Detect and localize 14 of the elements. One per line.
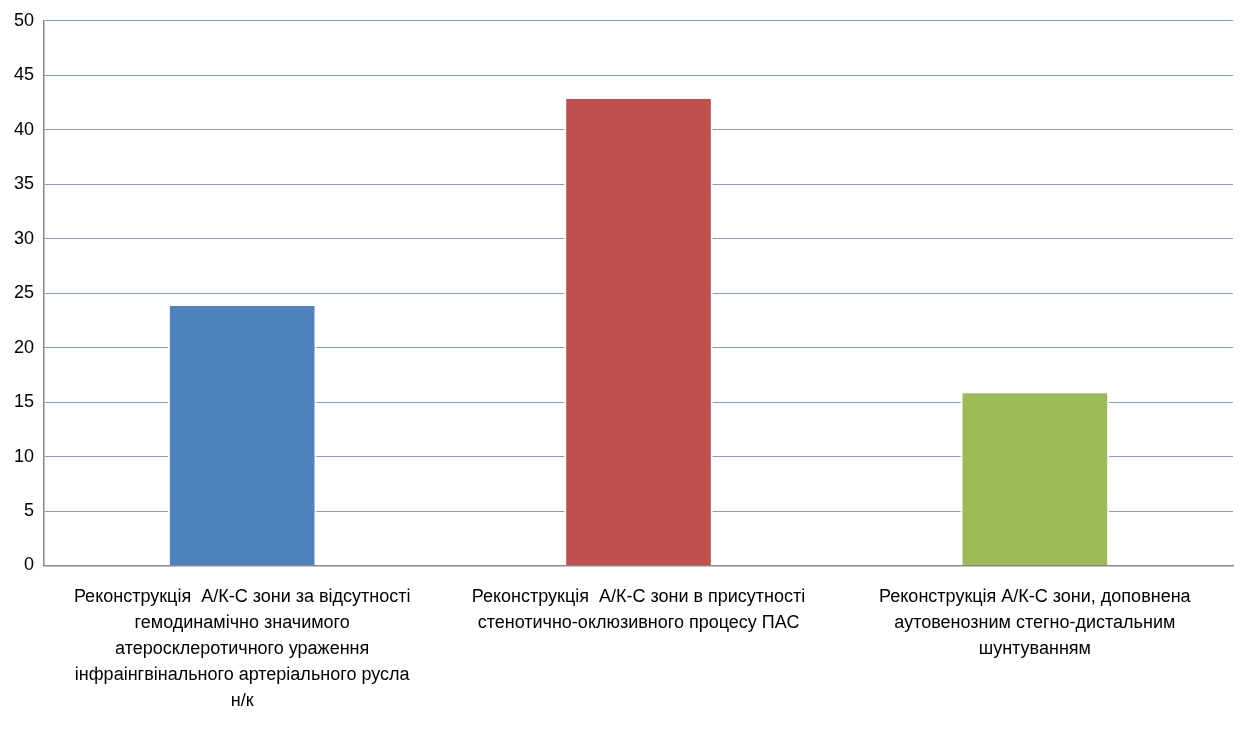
y-tick-label: 35: [13, 173, 35, 194]
y-tick-label: 25: [13, 282, 35, 303]
x-tick-label: Реконструкція А/К-С зони, доповнена аутовенозним стегно-дистальним шунтуванням: [879, 585, 1192, 658]
y-tick-label: 5: [24, 500, 35, 520]
y-tick-label: 10: [13, 445, 35, 466]
y-tick-label: 0: [24, 554, 35, 575]
x-tick-label: Реконструкція А/К-С зони в присутності стенотично-оклюзивного процесу ПАС: [471, 585, 806, 632]
y-tick-label: 45: [13, 64, 35, 85]
y-tick-label: 30: [13, 227, 35, 248]
y-tick-label: 20: [13, 336, 35, 357]
y-tick-label: 50: [13, 9, 35, 30]
y-tick-label: 40: [13, 118, 35, 139]
x-tick-label: Реконструкція А/К-С зони за відсутності гемодинамічно значимого атеросклеротичного ураження інфраінгвінального артеріального русла н/к: [73, 585, 411, 710]
y-tick-label: 15: [13, 391, 35, 412]
